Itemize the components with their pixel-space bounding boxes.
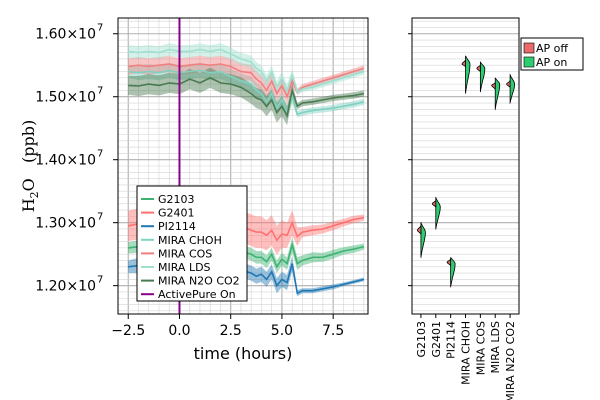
violin-ap-off-g2401 [431,200,437,209]
violin-x-tick-label: MIRA CHOH [460,321,473,385]
band-mira-n2o-co2 [128,67,364,126]
main-series-lines [128,48,365,295]
violin-x-tick-label: MIRA LDS [489,321,502,374]
legend-label: G2103 [158,193,195,206]
y-tick-exponent: 7 [97,86,103,97]
violin-x-tick-label: PI2114 [445,321,458,359]
violin-ap-on-mira-n2o-co2 [509,73,516,105]
y-tick-exponent: 7 [97,149,103,160]
y-tick-label: 1.60×10 [35,27,96,43]
legend-label: MIRA LDS [158,261,211,274]
violin-ap-off-mira-n2o-co2 [506,79,511,88]
y-tick-exponent: 7 [97,23,103,34]
series-line-mira-cos [128,63,365,99]
violin-ap-on-mira-choh [465,55,471,94]
x-ticks: −2.5 0.0 2.5 5.0 7.5 [111,314,344,339]
violin-ap-on-pi2114 [450,256,456,288]
violin-ap-off-pi2114 [446,258,452,266]
x-tick-label: −2.5 [111,323,145,339]
band-mira-choh [128,62,364,120]
violin-shapes [416,55,516,288]
violin-ap-off-mira-choh [461,59,466,68]
violin-ap-off-g2103 [416,225,422,235]
band-mira-lds [128,43,364,97]
violin-grid [408,20,519,312]
legend-label: G2401 [158,207,195,220]
series-line-mira-choh [128,69,365,116]
violin-x-ticks: G2103 G2401 PI2114 MIRA CHOH MIRA COS MIRA LD… [415,314,517,400]
legend-label: ActivePure On [158,288,236,301]
legend-box [136,185,248,302]
violin-ap-on-mira-cos [479,61,486,93]
violin-legend-swatch [523,56,535,68]
violin-legend-label: AP off [536,42,568,55]
main-plot-area: −2.5 0.0 2.5 5.0 7.5 1.20×10 71.30×10 71.40×10… [19,17,369,363]
x-tick-label: 7.5 [322,323,344,339]
legend-label: MIRA N2O CO2 [158,275,240,288]
y-tick-exponent: 7 [97,212,103,223]
y-axis-label-h: H [19,198,38,212]
y-tick-label: 1.30×10 [35,216,96,232]
y-axis-label-rest: O (ppb) [19,120,38,192]
main-plot-frame [117,17,369,315]
violin-x-tick-label: G2103 [415,321,428,358]
y-axis-label: H2O (ppb) [19,120,41,213]
violin-ap-off-mira-lds [491,81,496,90]
violin-legend-label: AP on [536,56,567,69]
violin-ap-on-g2103 [420,221,426,259]
y-axis-label-sub: 2 [28,191,41,198]
y-tick-label: 1.40×10 [35,153,96,169]
band-mira-cos [128,55,364,105]
y-ticks: 1.20×10 71.30×10 71.40×10 71.50×10 71.60×10 7 [35,23,118,295]
violin-ap-off-mira-cos [476,64,482,73]
violin-plot-area: G2103 G2401 PI2114 MIRA CHOH MIRA COS MIRA LD… [408,17,584,400]
violin-legend-swatch [523,42,535,54]
x-tick-label: 5.0 [271,323,293,339]
y-tick-exponent: 7 [97,275,103,286]
violin-x-tick-label: G2401 [430,321,443,358]
y-tick-label: 1.20×10 [35,279,96,295]
violin-x-tick-label: MIRA N2O CO2 [504,321,517,400]
main-grid [117,18,368,314]
violin-ap-on-mira-lds [494,77,501,111]
legend-label: MIRA COS [158,247,212,260]
y-tick-label: 1.50×10 [35,90,96,106]
x-tick-label: 2.5 [220,323,242,339]
violin-x-tick-label: MIRA COS [474,321,487,375]
series-line-mira-lds [128,48,365,93]
series-line-mira-n2o-co2 [128,76,365,118]
legend-label: MIRA CHOH [158,234,222,247]
x-tick-label: 0.0 [168,323,190,339]
x-axis-label: time (hours) [194,344,293,363]
legend-label: PI2114 [158,220,196,233]
violin-ap-on-g2401 [435,196,441,230]
